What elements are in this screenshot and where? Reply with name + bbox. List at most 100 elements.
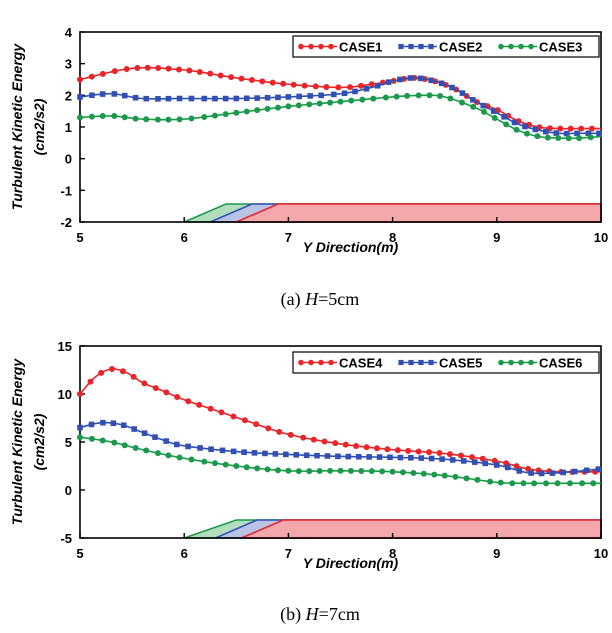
- data-point: [259, 78, 266, 85]
- data-point: [254, 95, 260, 101]
- data-point: [111, 113, 118, 120]
- data-point: [590, 480, 597, 487]
- y-axis-title: Turbulent Kinetic Energy: [9, 43, 25, 210]
- data-point: [131, 426, 137, 432]
- data-point: [352, 88, 358, 95]
- x-tick-label: 6: [181, 230, 188, 245]
- data-point: [306, 101, 313, 108]
- data-point: [405, 447, 412, 454]
- data-point: [121, 442, 128, 449]
- data-point: [431, 471, 438, 478]
- data-point: [531, 480, 538, 487]
- data-point: [155, 65, 162, 72]
- data-point: [290, 81, 297, 88]
- data-point: [274, 467, 281, 474]
- data-point: [121, 92, 128, 99]
- data-point: [262, 450, 268, 457]
- x-tick-label: 10: [594, 546, 608, 561]
- data-point: [123, 66, 130, 73]
- data-point: [587, 134, 594, 141]
- x-tick-label: 10: [594, 230, 608, 245]
- data-point: [549, 470, 556, 476]
- data-point: [426, 449, 433, 456]
- data-point: [77, 94, 83, 100]
- x-tick-label: 5: [76, 230, 83, 245]
- data-point: [337, 467, 344, 474]
- data-point: [332, 440, 339, 447]
- data-point: [111, 68, 118, 75]
- data-point: [111, 91, 118, 97]
- data-point: [186, 67, 193, 74]
- data-point: [520, 480, 527, 487]
- caption-prefix: (b): [280, 604, 306, 625]
- data-point: [370, 95, 377, 102]
- data-point: [99, 437, 106, 444]
- data-point: [316, 467, 323, 474]
- data-point: [407, 75, 414, 81]
- data-point: [567, 125, 574, 132]
- y-tick-label: 2: [65, 88, 72, 103]
- data-point: [368, 468, 375, 475]
- series-case4: [77, 365, 602, 475]
- data-point: [211, 112, 218, 119]
- data-point: [88, 435, 95, 442]
- data-point: [248, 77, 255, 84]
- data-point: [188, 95, 195, 102]
- data-point: [501, 114, 507, 120]
- data-point: [163, 389, 170, 396]
- data-point: [241, 449, 247, 455]
- legend: CASE4 CASE5 CASE6: [292, 351, 600, 374]
- data-point: [355, 453, 362, 460]
- data-point: [491, 114, 498, 121]
- data-point: [243, 464, 250, 471]
- data-point: [109, 365, 116, 372]
- figure-caption: (a) H=5cm: [281, 289, 360, 310]
- data-point: [579, 480, 586, 487]
- data-point: [201, 114, 208, 121]
- legend-marker: [428, 359, 434, 366]
- data-point: [560, 469, 567, 476]
- data-point: [285, 103, 292, 110]
- data-point: [303, 452, 310, 459]
- data-point: [400, 469, 407, 476]
- data-point: [251, 450, 258, 456]
- legend-label: CASE2: [439, 40, 482, 55]
- data-point: [154, 450, 161, 457]
- data-point: [438, 80, 445, 87]
- plot-area: [80, 32, 601, 222]
- data-point: [410, 469, 417, 476]
- x-tick-label: 6: [181, 546, 188, 561]
- data-point: [155, 96, 161, 102]
- legend-marker: [298, 43, 304, 50]
- data-point: [494, 462, 500, 468]
- data-point: [301, 82, 308, 89]
- data-point: [253, 421, 260, 428]
- legend-marker: [408, 43, 414, 50]
- data-point: [426, 92, 433, 99]
- data-point: [88, 421, 95, 428]
- data-point: [238, 75, 245, 82]
- data-point: [307, 93, 314, 99]
- data-point: [578, 125, 585, 132]
- legend-label: CASE6: [539, 356, 582, 371]
- data-point: [415, 448, 422, 455]
- data-point: [230, 448, 237, 455]
- y-axis-title: Turbulent Kinetic Energy: [9, 358, 25, 525]
- data-point: [566, 480, 573, 487]
- caption-prefix: (a): [281, 289, 305, 310]
- bed-profile-case1: [235, 203, 602, 223]
- data-point: [397, 76, 403, 83]
- data-point: [459, 90, 466, 96]
- data-point: [295, 468, 302, 475]
- legend-label: CASE1: [339, 40, 382, 55]
- data-point: [77, 391, 83, 397]
- data-point: [173, 441, 180, 448]
- legend-marker: [428, 43, 434, 50]
- data-point: [337, 98, 344, 105]
- y-tick-label: 3: [65, 57, 72, 72]
- data-point: [197, 445, 203, 451]
- legend-marker: [418, 43, 424, 50]
- data-point: [417, 75, 424, 82]
- data-point: [241, 417, 248, 424]
- data-point: [188, 115, 195, 122]
